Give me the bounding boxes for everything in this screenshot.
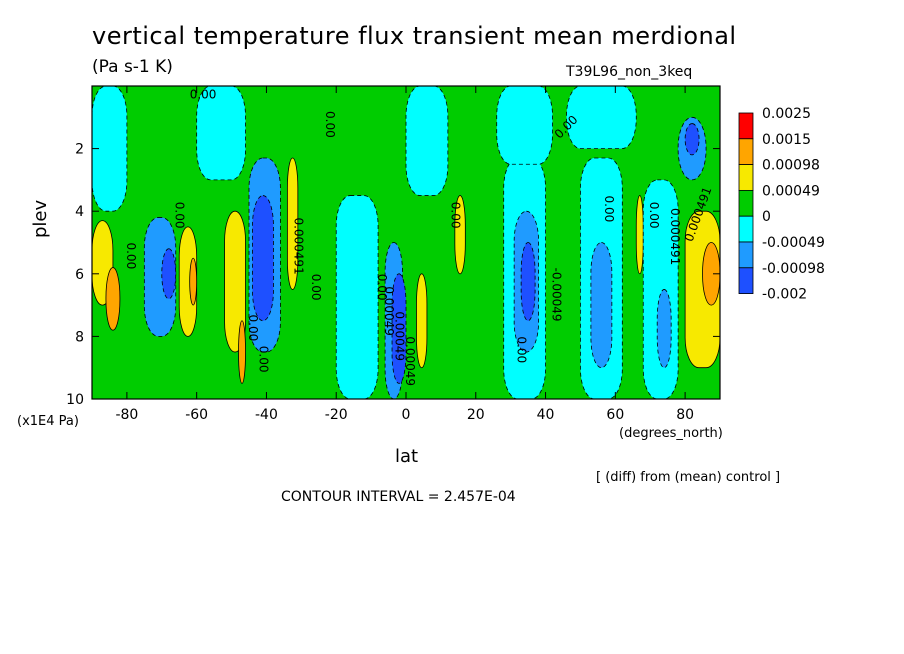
x-axis-label: lat [395, 446, 419, 467]
contour-region [335, 195, 379, 400]
y-axis-label: plev [30, 199, 51, 238]
x-tick-label: -40 [255, 407, 278, 423]
contour-region [496, 85, 553, 165]
contour-region [405, 85, 449, 196]
contour-label: 0.000491 [668, 208, 682, 265]
x-tick-label: 80 [676, 407, 694, 423]
colorbar-label: -0.00049 [762, 235, 825, 251]
contour-label: 0.00 [448, 202, 462, 229]
chart-units: (Pa s-1 K) [92, 57, 173, 77]
contour-label: 0.00 [375, 274, 389, 301]
y-tick-label: 2 [75, 142, 84, 158]
x-tick-label: -80 [115, 407, 138, 423]
contour-region [656, 289, 672, 369]
colorbar-label: 0.00098 [762, 158, 820, 174]
contour-label: 0.00 [190, 88, 217, 102]
x-tick-label: 20 [467, 407, 485, 423]
contour-region [252, 195, 274, 322]
run-name: T39L96_non_3keq [566, 64, 693, 80]
contour-region [590, 242, 613, 369]
chart-title: vertical temperature flux transient mean… [92, 22, 737, 50]
x-axis-unit: (degrees_north) [619, 426, 723, 441]
contour-region [391, 273, 407, 384]
contour-region [416, 273, 428, 369]
colorbar-swatch [738, 112, 754, 140]
colorbar-label: 0.0025 [762, 106, 811, 122]
contour-region [286, 157, 299, 290]
colorbar-label: 0.0015 [762, 132, 811, 148]
colorbar-swatch [738, 215, 754, 243]
contour-region [143, 217, 177, 337]
x-tick-label: 40 [537, 407, 555, 423]
contour-region [161, 248, 177, 300]
contour-region [520, 242, 536, 322]
colorbar-swatch [738, 267, 754, 294]
y-axis-unit: (x1E4 Pa) [17, 414, 79, 429]
contour-label: 0.00 [515, 336, 529, 363]
y-tick-label: 4 [75, 204, 84, 220]
x-tick-label: -60 [185, 407, 208, 423]
x-tick-label: 60 [606, 407, 624, 423]
difference-note: [ (diff) from (mean) control ] [596, 470, 781, 485]
contour-label: 0.00 [323, 111, 337, 138]
colorbar-swatch [738, 189, 754, 217]
contour-label: 0.00049 [403, 336, 417, 386]
contour-label: 0.00049 [382, 286, 396, 336]
contour-region [238, 320, 246, 384]
colorbar-label: 0 [762, 209, 771, 225]
colorbar-label: -0.002 [762, 287, 807, 303]
colorbar-swatch [738, 241, 754, 269]
contour-label: 0.00 [256, 346, 270, 373]
contour-region [684, 123, 700, 156]
y-tick-label: 8 [75, 329, 84, 345]
x-tick-label: 0 [402, 407, 411, 423]
contour-label: -0.00049 [550, 268, 564, 322]
contour-interval: CONTOUR INTERVAL = 2.457E-04 [281, 489, 516, 505]
colorbar-swatch [738, 138, 754, 166]
contour-region [635, 195, 644, 275]
contour-label: 0.00 [173, 202, 187, 229]
contour-label: 0.00 [602, 196, 616, 223]
colorbar-label: -0.00098 [762, 261, 825, 277]
contour-region [454, 195, 466, 275]
contour-label: 0.000491 [291, 217, 305, 274]
contour-label: 0.00049 [393, 311, 407, 361]
y-tick-label: 6 [75, 267, 84, 283]
contour-region [566, 85, 637, 149]
contour-label: 0.00 [246, 314, 260, 341]
contour-label: 0.00 [647, 202, 661, 229]
y-tick-label: 10 [66, 392, 84, 408]
contour-region [189, 257, 198, 306]
contour-region [105, 267, 121, 331]
colorbar-label: 0.00049 [762, 183, 820, 199]
colorbar-swatch [738, 164, 754, 191]
contour-region [224, 210, 246, 353]
contour-label: 0.00 [309, 274, 323, 301]
x-tick-label: -20 [325, 407, 348, 423]
contour-label: 0.00 [124, 243, 138, 270]
